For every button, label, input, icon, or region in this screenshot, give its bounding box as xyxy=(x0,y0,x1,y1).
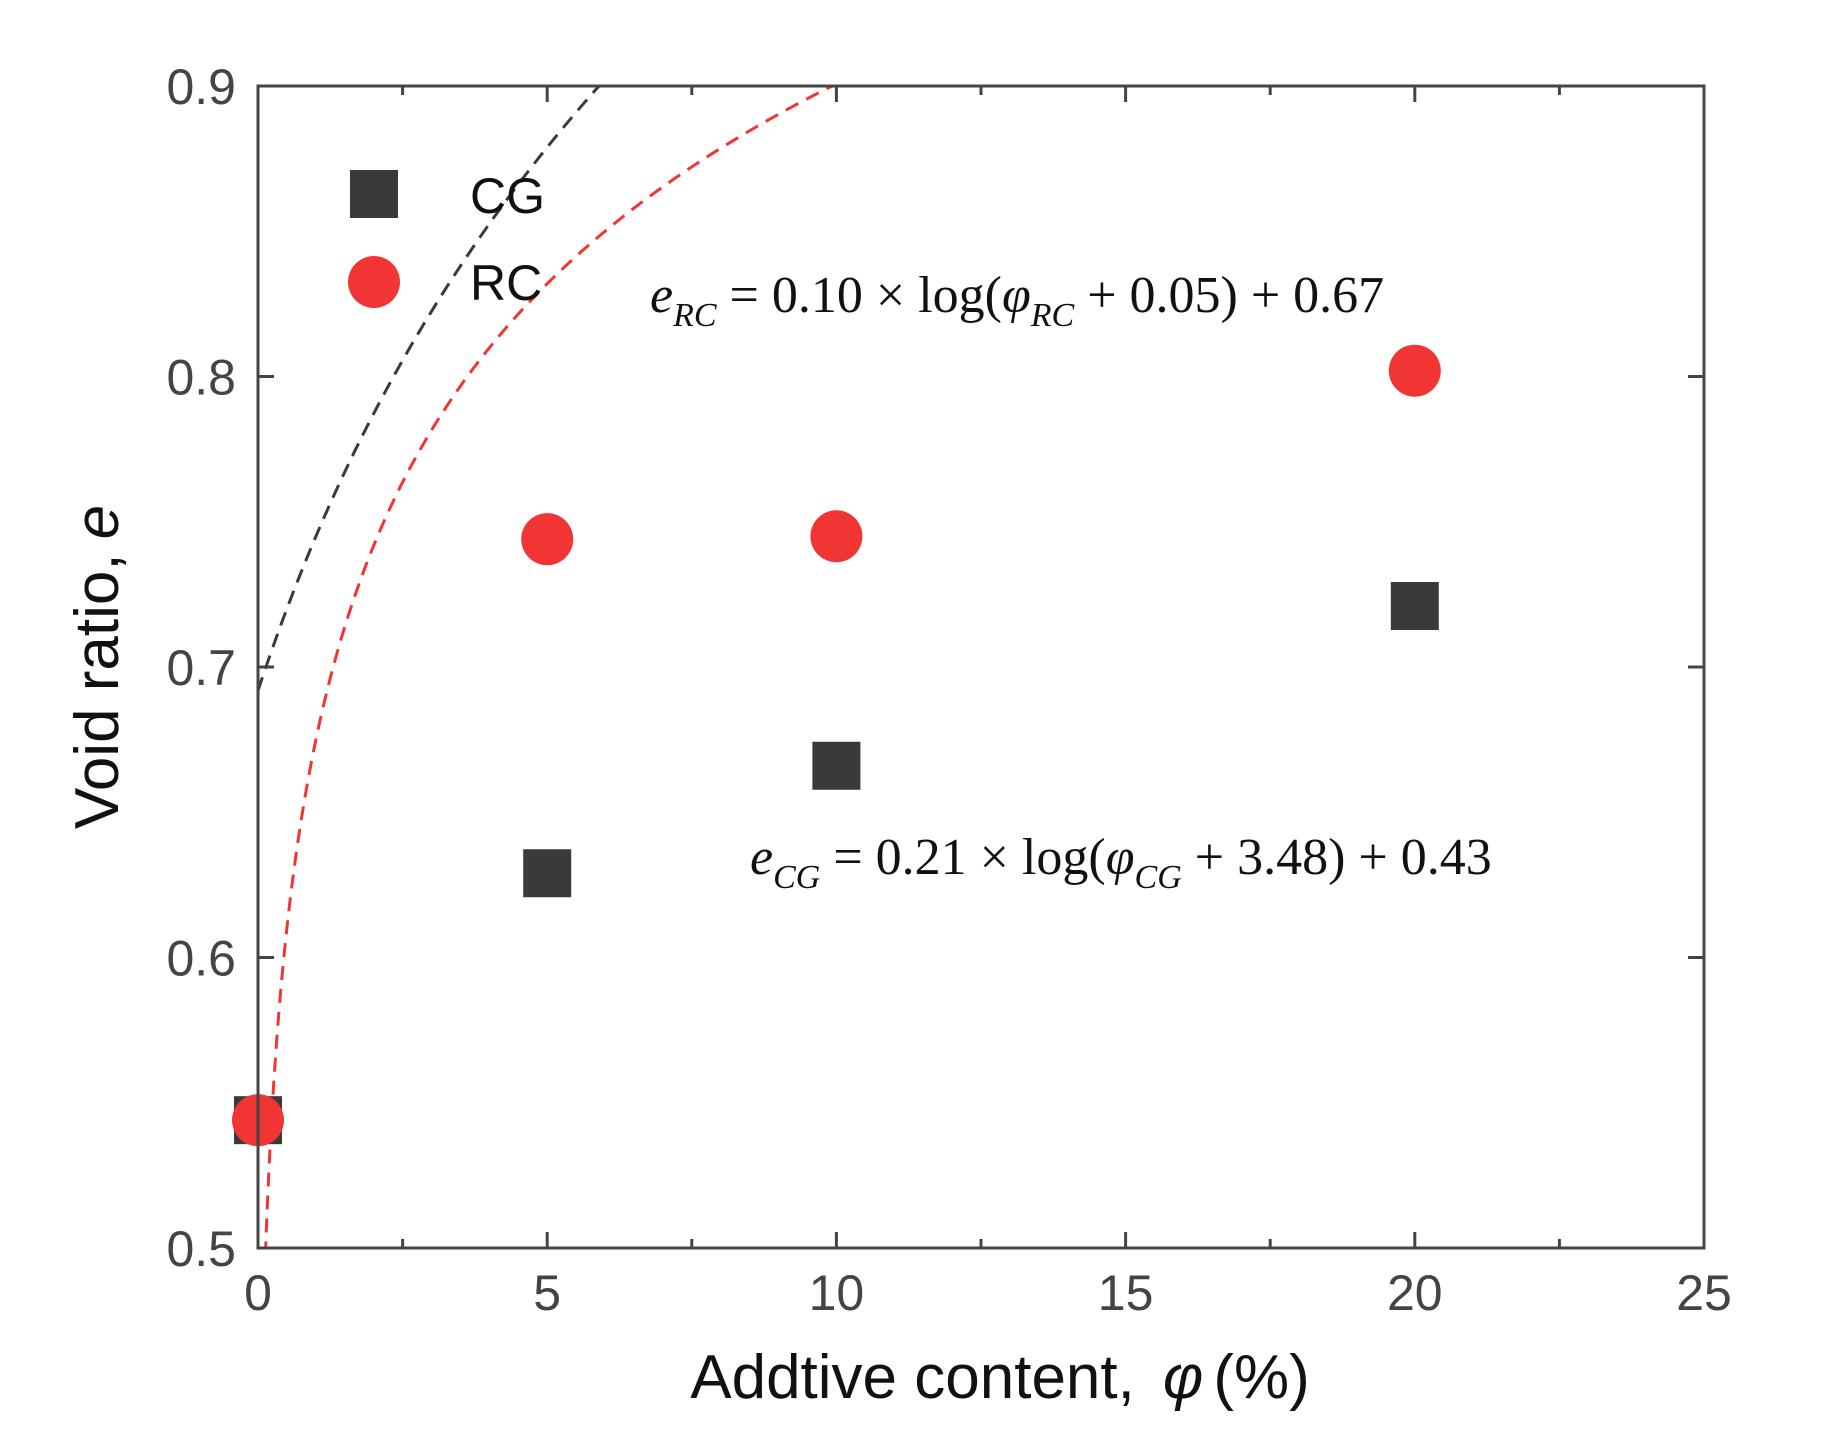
y-tick-label: 0.8 xyxy=(166,350,236,406)
legend: CG RC xyxy=(348,168,545,311)
data-points xyxy=(232,344,1441,1147)
point-rc xyxy=(810,510,863,563)
y-tick-label: 0.6 xyxy=(166,931,236,987)
y-axis-title: Void ratio,e xyxy=(63,505,132,829)
point-rc xyxy=(521,513,574,566)
x-tick-label: 0 xyxy=(244,1265,272,1321)
x-tick-label: 15 xyxy=(1098,1265,1154,1321)
point-cg xyxy=(812,741,861,790)
legend-cg-marker xyxy=(350,170,398,218)
x-tick-label: 5 xyxy=(533,1265,561,1321)
x-tick-label: 20 xyxy=(1387,1265,1443,1321)
point-cg xyxy=(1390,581,1439,630)
point-cg xyxy=(523,849,572,898)
plot-frame xyxy=(256,84,1706,1250)
legend-rc-label: RC xyxy=(470,255,542,311)
cg-fit-equation: eCG = 0.21 × log(φCG + 3.48) + 0.43 xyxy=(750,829,1492,896)
y-tick-label: 0.9 xyxy=(166,59,236,115)
x-tick-labels: 0 5 10 15 20 25 xyxy=(244,1265,1732,1321)
x-tick-label: 10 xyxy=(809,1265,865,1321)
point-rc xyxy=(1388,344,1441,397)
legend-cg-label: CG xyxy=(470,168,545,224)
legend-rc-marker xyxy=(348,256,400,308)
y-tick-labels: 0.5 0.6 0.7 0.8 0.9 xyxy=(166,59,236,1277)
y-tick-label: 0.7 xyxy=(166,640,236,696)
x-axis-title: Addtive content, φ (%) xyxy=(690,1343,1310,1412)
rc-fit-equation: eRC = 0.10 × log(φRC + 0.05) + 0.67 xyxy=(650,267,1384,334)
x-tick-label: 25 xyxy=(1676,1265,1732,1321)
y-tick-label: 0.5 xyxy=(166,1221,236,1277)
